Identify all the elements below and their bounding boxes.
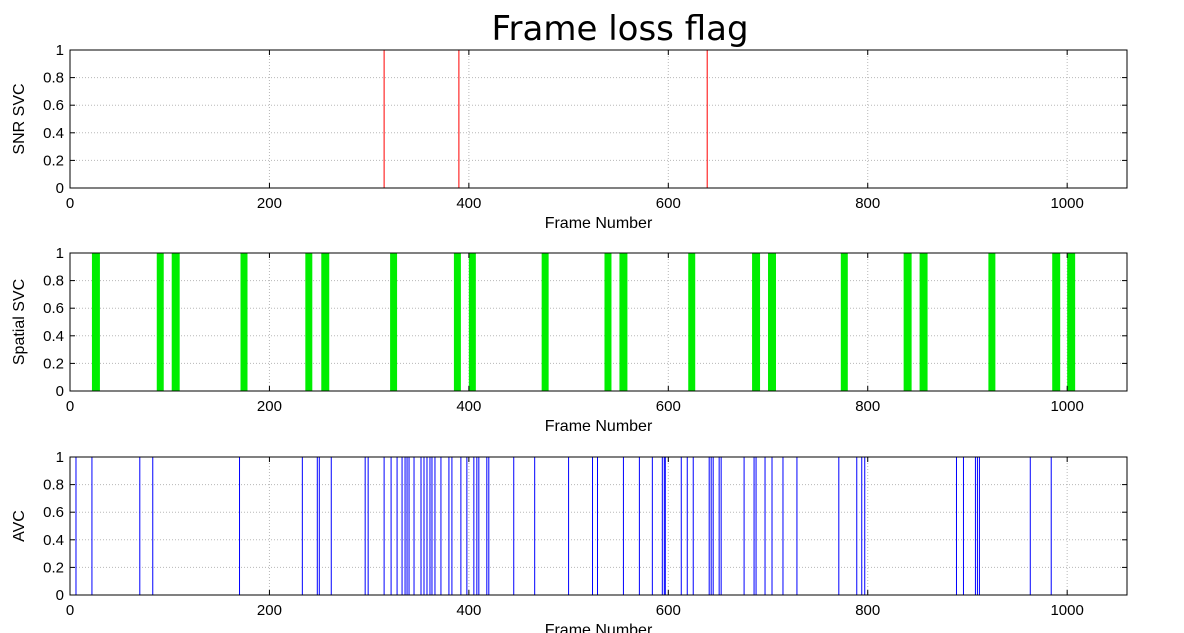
snr-svc-xlabel: Frame Number: [545, 215, 653, 232]
spatial-svc-loss-band: [840, 253, 848, 391]
spatial-svc-axes-frame: [69, 252, 1128, 392]
snr-svc-xtick-label: 600: [656, 195, 681, 212]
avc-plot-area: [70, 457, 1127, 595]
avc-xtick-label: 0: [66, 602, 74, 619]
avc-xtick-label: 800: [855, 602, 880, 619]
spatial-svc-xlabel: Frame Number: [545, 418, 653, 435]
spatial-svc-xtick-label: 200: [257, 398, 282, 415]
snr-svc-xtick-label: 400: [456, 195, 481, 212]
spatial-svc-xtick-label: 0: [66, 398, 74, 415]
avc-xtick-label: 200: [257, 602, 282, 619]
snr-svc-xtick-label: 0: [66, 195, 74, 212]
spatial-svc-loss-band: [752, 253, 761, 391]
avc-ytick-label: 0.2: [43, 559, 64, 576]
spatial-svc-loss-band: [541, 253, 549, 391]
spatial-svc-plot-area: [70, 253, 1127, 391]
spatial-svc-ytick-label: 0.8: [43, 273, 64, 290]
chart-title: Frame loss flag: [491, 9, 748, 49]
spatial-svc-loss-band: [171, 253, 180, 391]
spatial-svc-xtick-label: 600: [656, 398, 681, 415]
snr-svc-ytick-label: 0.2: [43, 152, 64, 169]
avc-ytick-label: 0.8: [43, 477, 64, 494]
spatial-svc-loss-band: [156, 253, 164, 391]
spatial-svc-ytick-label: 0.6: [43, 300, 64, 317]
spatial-svc-ytick-label: 0: [56, 383, 64, 400]
spatial-svc-loss-band: [1052, 253, 1061, 391]
spatial-svc-loss-band: [604, 253, 612, 391]
avc-ytick-label: 0.4: [43, 532, 64, 549]
snr-svc-ytick-label: 0.4: [43, 125, 64, 142]
avc-xtick-label: 400: [456, 602, 481, 619]
spatial-svc-xtick-label: 400: [456, 398, 481, 415]
spatial-svc-panel: 0 200 400 600 800 1000 0 0.2 0.4 0.6 0.8 1 Frame Num…: [11, 245, 1128, 435]
spatial-svc-ytick-label: 0.2: [43, 355, 64, 372]
avc-ytick-label: 1: [56, 449, 64, 466]
snr-svc-ytick-label: 1: [56, 42, 64, 59]
snr-svc-xtick-label: 200: [257, 195, 282, 212]
spatial-svc-loss-band: [988, 253, 996, 391]
snr-svc-ytick-label: 0.8: [43, 70, 64, 87]
spatial-svc-loss-band: [688, 253, 696, 391]
avc-axes-frame: [69, 456, 1128, 596]
snr-svc-ytick-label: 0: [56, 180, 64, 197]
spatial-svc-loss-band: [768, 253, 776, 391]
spatial-svc-xtick-label: 1000: [1050, 398, 1083, 415]
avc-ytick-label: 0.6: [43, 504, 64, 521]
avc-xtick-label: 1000: [1050, 602, 1083, 619]
spatial-svc-loss-band: [919, 253, 928, 391]
spatial-svc-loss-band: [468, 253, 476, 391]
snr-svc-ylabel: SNR SVC: [11, 83, 28, 154]
spatial-svc-loss-band: [240, 253, 248, 391]
snr-svc-plot-area: [70, 50, 1127, 188]
snr-svc-xtick-label: 800: [855, 195, 880, 212]
snr-svc-panel: 0 200 400 600 800 1000 0 0.2 0.4 0.6 0.8 1 Frame Num…: [11, 42, 1128, 232]
snr-svc-ytick-label: 0.6: [43, 97, 64, 114]
spatial-svc-loss-band: [390, 253, 398, 391]
avc-panel: 0 200 400 600 800 1000 0 0.2 0.4 0.6 0.8 1 Frame Num…: [11, 449, 1128, 633]
spatial-svc-loss-band: [903, 253, 912, 391]
spatial-svc-loss-band: [305, 253, 313, 391]
spatial-svc-ylabel: Spatial SVC: [11, 279, 28, 365]
spatial-svc-loss-band: [453, 253, 461, 391]
spatial-svc-ytick-label: 1: [56, 245, 64, 262]
snr-svc-xtick-label: 1000: [1050, 195, 1083, 212]
spatial-svc-loss-band: [619, 253, 628, 391]
snr-svc-axes-frame: [69, 49, 1128, 189]
avc-xlabel: Frame Number: [545, 622, 653, 633]
avc-ytick-label: 0: [56, 587, 64, 604]
spatial-svc-loss-band: [321, 253, 330, 391]
spatial-svc-ytick-label: 0.4: [43, 328, 64, 345]
spatial-svc-loss-band: [91, 253, 100, 391]
avc-xtick-label: 600: [656, 602, 681, 619]
spatial-svc-xtick-label: 800: [855, 398, 880, 415]
avc-ylabel: AVC: [11, 510, 28, 542]
spatial-svc-loss-band: [1067, 253, 1076, 391]
